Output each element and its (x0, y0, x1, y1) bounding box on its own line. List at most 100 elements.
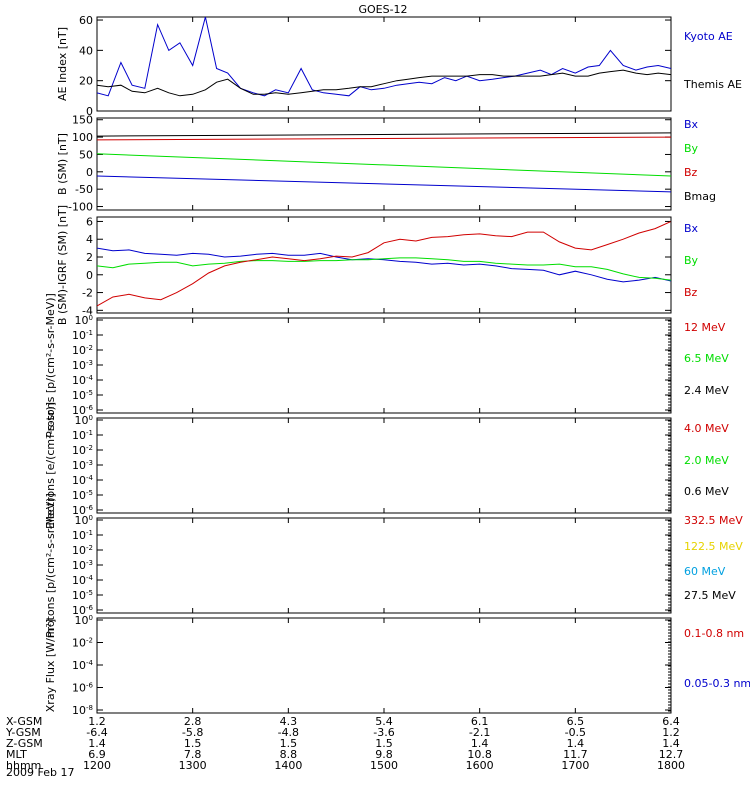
y-tick-label: 10-3 (72, 359, 93, 372)
series-line-bz (97, 220, 671, 307)
legend-entry: Bx (684, 222, 699, 235)
panel-2: B (SM) [nT] -100 -50 0 50 100 150 Bx By Bz Bmag (56, 114, 716, 214)
panel-frame (96, 417, 672, 514)
y-axis-label: Protons [p/(cm²-s-sr-MeV)] (44, 493, 57, 638)
y-tick-label: 10-2 (72, 637, 93, 650)
series-line-bx (97, 247, 671, 283)
legend-entry: 122.5 MeV (684, 540, 743, 553)
orbit-value: 2.8 (184, 715, 202, 728)
legend-entry: Bz (684, 166, 698, 179)
orbit-value: 12.7 (659, 748, 684, 761)
orbit-value: 1800 (657, 759, 685, 772)
date-label: 2009 Feb 17 (6, 766, 74, 779)
y-tick-label: 100 (75, 314, 93, 327)
y-tick-label: 10-3 (72, 459, 93, 472)
orbit-value: 11.7 (563, 748, 588, 761)
orbit-value: 7.8 (184, 748, 202, 761)
orbit-row-label: X-GSM (6, 715, 42, 728)
y-tick-label: 10-2 (72, 544, 93, 557)
legend-entry: 6.5 MeV (684, 352, 729, 365)
y-tick-label: 6 (86, 215, 93, 228)
orbit-value: 1200 (83, 759, 111, 772)
orbit-value: 6.9 (88, 748, 106, 761)
series-line-bx (97, 175, 671, 193)
series-line-by (97, 257, 671, 281)
orbit-value: 1.4 (567, 737, 585, 750)
plot-title: GOES-12 (358, 3, 407, 16)
y-tick-label: 10-2 (72, 444, 93, 457)
orbit-value: 4.3 (280, 715, 298, 728)
legend-entry: 60 MeV (684, 565, 726, 578)
panel-frame (96, 216, 672, 314)
y-tick-label: 20 (79, 75, 93, 88)
y-tick-label: 2 (86, 251, 93, 264)
y-tick-label: 0 (86, 269, 93, 282)
y-axis-label: Xray Flux [W/m²] (44, 619, 57, 712)
legend-entry: 2.4 MeV (684, 384, 729, 397)
orbit-value: 1300 (179, 759, 207, 772)
y-tick-label: 10-1 (72, 329, 93, 342)
legend-entry: Kyoto AE (684, 30, 733, 43)
legend-entry: By (684, 254, 699, 267)
y-axis-label: Protons [p/(cm²-s-sr-MeV)] (44, 293, 57, 438)
orbit-value: 1.2 (88, 715, 106, 728)
y-tick-label: 4 (86, 233, 93, 246)
orbit-value: 1.5 (375, 737, 393, 750)
orbit-value: 1700 (561, 759, 589, 772)
panel-frame (96, 317, 672, 414)
y-tick-label: 0 (86, 105, 93, 118)
y-tick-label: -2 (82, 287, 93, 300)
y-axis-label: AE Index [nT] (56, 27, 69, 101)
panel-frame (96, 117, 672, 211)
y-tick-label: 10-5 (72, 489, 93, 502)
y-tick-label: 10-1 (72, 429, 93, 442)
orbit-value: 1500 (370, 759, 398, 772)
legend-entry: 4.0 MeV (684, 422, 729, 435)
y-axis-label: Electrons [e/(cm²-s-sr)] (44, 402, 57, 529)
y-tick-label: 10-6 (72, 682, 94, 695)
series-line-bmag (97, 132, 671, 137)
legend-entry: 0.6 MeV (684, 485, 729, 498)
legend-entry: Bmag (684, 190, 716, 203)
series-line-by (97, 153, 671, 177)
y-tick-label: 10-3 (72, 559, 93, 572)
y-tick-label: 10-5 (72, 389, 93, 402)
y-tick-label: 100 (75, 514, 93, 527)
series-line-kyoto-ae (97, 17, 671, 97)
panel-frame (96, 617, 672, 714)
legend-entry: Themis AE (683, 78, 742, 91)
y-tick-label: 10-6 (72, 604, 94, 617)
orbit-row-label: Z-GSM (6, 737, 43, 750)
panel-6: Protons [p/(cm²-s-sr-MeV)] 100 10-1 10-2 10-… (44, 493, 743, 638)
legend-entry: 332.5 MeV (684, 514, 743, 527)
orbit-value: 1.5 (280, 737, 298, 750)
y-tick-label: 10-4 (72, 574, 94, 587)
y-tick-label: 50 (79, 148, 93, 161)
orbit-value: 1.4 (471, 737, 489, 750)
orbit-value: -0.5 (565, 726, 586, 739)
y-tick-label: 10-6 (72, 504, 94, 517)
orbit-row-label: MLT (6, 748, 27, 761)
y-tick-label: 100 (75, 414, 93, 427)
series-line-bz (97, 136, 671, 141)
orbit-value: 1400 (274, 759, 302, 772)
orbit-value: 1.4 (662, 737, 680, 750)
panel-frame (96, 517, 672, 614)
legend-entry: Bz (684, 286, 698, 299)
orbit-row-label: Y-GSM (5, 726, 41, 739)
orbit-value: 6.5 (567, 715, 585, 728)
orbit-value: 1.4 (88, 737, 106, 750)
y-tick-label: 60 (79, 14, 93, 27)
orbit-value: -5.8 (182, 726, 203, 739)
legend-entry: 0.05-0.3 nm (684, 677, 750, 690)
legend-entry: 0.1-0.8 nm (684, 627, 744, 640)
orbit-value: 10.8 (467, 748, 492, 761)
y-tick-label: 100 (72, 131, 93, 144)
legend-entry: 27.5 MeV (684, 589, 736, 602)
y-tick-label: 100 (75, 614, 93, 627)
y-axis-label: B (SM) [nT] (56, 133, 69, 195)
panel-frame (96, 16, 672, 112)
orbit-value: 8.8 (280, 748, 298, 761)
orbit-row-label: hhmm (6, 759, 41, 772)
